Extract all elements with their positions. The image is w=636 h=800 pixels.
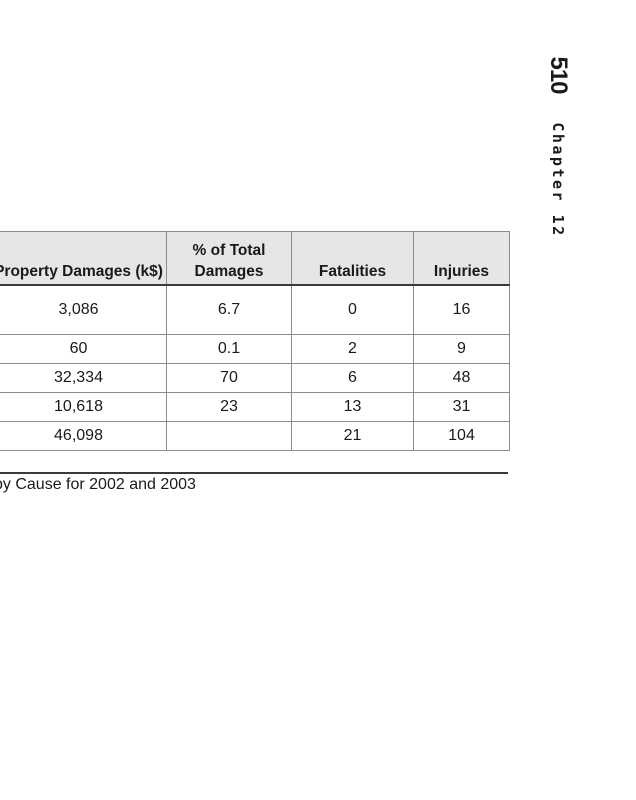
cell-property-damages: 32,334 xyxy=(0,363,167,393)
table-bottom-rule xyxy=(0,472,508,474)
cell-property-damages: 60 xyxy=(0,334,167,364)
cell-injuries: 16 xyxy=(413,284,510,335)
cell-fatalities: 2 xyxy=(291,334,414,364)
table-caption: by Cause for 2002 and 2003 xyxy=(0,476,196,493)
table-row: 10,618 23 13 31 xyxy=(0,392,510,422)
cell-property-damages: 3,086 xyxy=(0,284,167,335)
cell-pct-total: 70 xyxy=(166,363,292,393)
cell-fatalities: 13 xyxy=(291,392,414,422)
damages-table: Property Damages (k$) % of Total Damages… xyxy=(0,231,510,451)
cell-fatalities: 0 xyxy=(291,284,414,335)
cell-injuries: 104 xyxy=(413,421,510,451)
cell-pct-total: 0.1 xyxy=(166,334,292,364)
cell-pct-total: 6.7 xyxy=(166,284,292,335)
table-row: 60 0.1 2 9 xyxy=(0,334,510,364)
table-row: 46,098 21 104 xyxy=(0,421,510,451)
cell-property-damages: 10,618 xyxy=(0,392,167,422)
table-row: 3,086 6.7 0 16 xyxy=(0,284,510,335)
header-property-damages: Property Damages (k$) xyxy=(0,231,167,286)
header-injuries: Injuries xyxy=(413,231,510,286)
cell-injuries: 9 xyxy=(413,334,510,364)
cell-injuries: 31 xyxy=(413,392,510,422)
header-pct-total: % of Total Damages xyxy=(166,231,292,286)
chapter-label: Chapter 12 xyxy=(549,122,567,238)
cell-pct-total: 23 xyxy=(166,392,292,422)
cell-pct-total xyxy=(166,421,292,451)
cell-fatalities: 21 xyxy=(291,421,414,451)
table-row: 32,334 70 6 48 xyxy=(0,363,510,393)
header-fatalities: Fatalities xyxy=(291,231,414,286)
table-header-row: Property Damages (k$) % of Total Damages… xyxy=(0,231,510,286)
page-number: 510 xyxy=(545,56,572,94)
cell-property-damages: 46,098 xyxy=(0,421,167,451)
cell-injuries: 48 xyxy=(413,363,510,393)
cell-fatalities: 6 xyxy=(291,363,414,393)
